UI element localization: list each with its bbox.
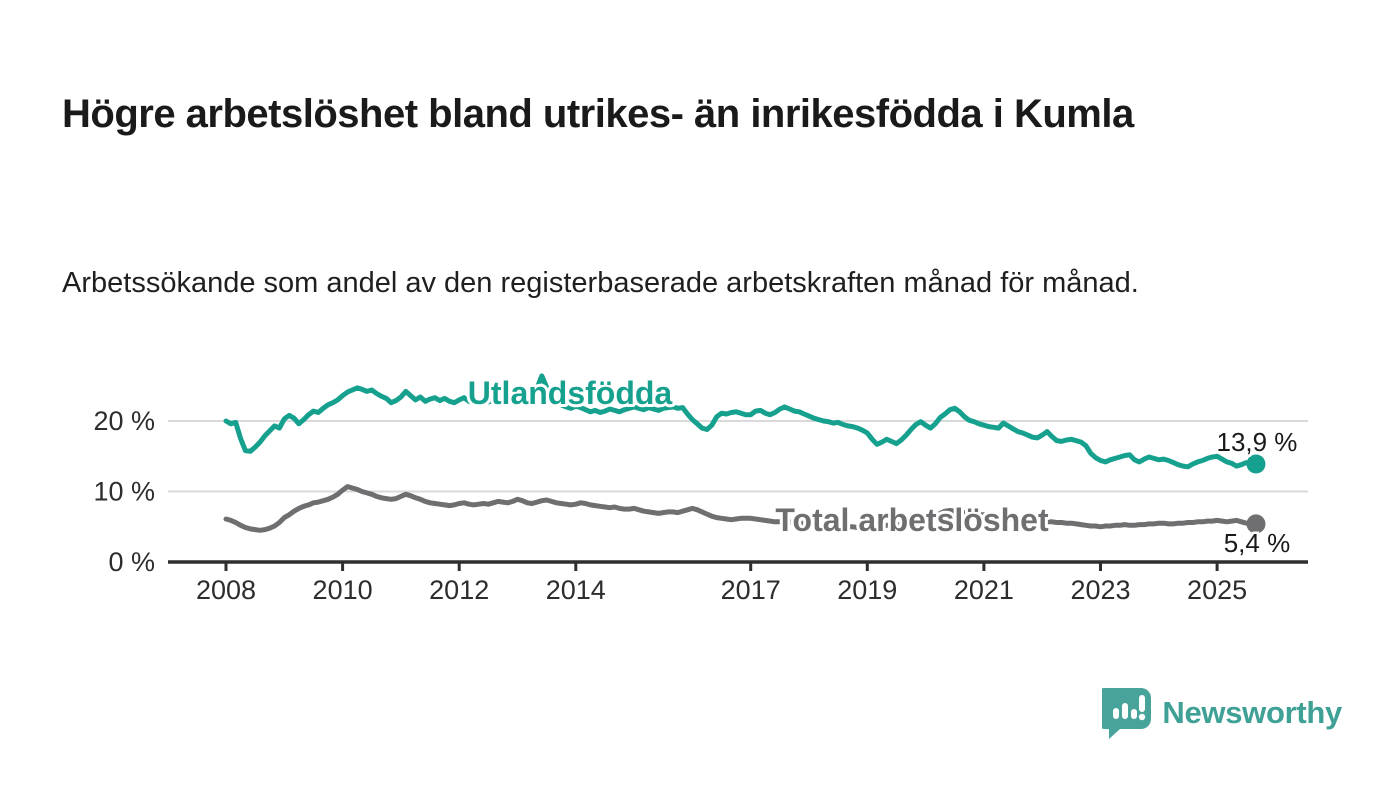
series-labels: Utlandsfödda Total arbetslöshet xyxy=(465,372,1052,541)
end-value-Utlandsfödda: 13,9 % xyxy=(1216,427,1297,457)
bar-icon-3 xyxy=(1131,709,1138,719)
bar-icon-2 xyxy=(1122,703,1129,719)
series-label-Total arbetslöshet: Total arbetslöshet xyxy=(775,502,1049,538)
brand-name: Newsworthy xyxy=(1162,695,1342,730)
x-tick-label-2012: 2012 xyxy=(429,575,489,605)
line-Total arbetslöshet xyxy=(223,484,1259,533)
series-lines xyxy=(223,373,1259,533)
y-tick-label-10: 10 % xyxy=(93,477,155,507)
end-value-Total arbetslöshet: 5,4 % xyxy=(1224,528,1291,558)
x-tick-label-2008: 2008 xyxy=(196,575,256,605)
line-Utlandsfödda xyxy=(223,373,1259,470)
exclamation-dot-icon xyxy=(1139,713,1146,721)
x-tick-label-2019: 2019 xyxy=(837,575,897,605)
series-end-dots xyxy=(1246,454,1266,534)
bar-icon-1 xyxy=(1113,708,1120,719)
page-subtitle: Arbetssökande som andel av den registerb… xyxy=(62,267,1139,299)
x-tick-label-2014: 2014 xyxy=(546,575,606,605)
x-tick-label-2023: 2023 xyxy=(1070,575,1130,605)
x-tick-label-2021: 2021 xyxy=(954,575,1014,605)
y-tick-label-0: 0 % xyxy=(108,547,155,577)
gridlines xyxy=(168,420,1308,493)
x-tick-label-2025: 2025 xyxy=(1187,575,1247,605)
page-title: Högre arbetslöshet bland utrikes- än inr… xyxy=(62,91,1134,136)
series-label-Utlandsfödda: Utlandsfödda xyxy=(468,375,673,411)
end-dot-Utlandsfödda xyxy=(1246,454,1266,474)
y-axis-labels: 0 % 10 % 20 % xyxy=(93,406,155,577)
exclamation-bar-icon xyxy=(1139,695,1146,712)
newsworthy-branding: Newsworthy xyxy=(1102,687,1342,739)
end-dot-Total arbetslöshet xyxy=(1246,514,1266,534)
x-tick-label-2010: 2010 xyxy=(313,575,373,605)
x-tick-label-2017: 2017 xyxy=(721,575,781,605)
y-tick-label-20: 20 % xyxy=(93,406,155,436)
end-value-labels: 13,9 % 5,4 % xyxy=(1214,425,1300,561)
newsworthy-logo-icon xyxy=(1102,688,1152,739)
x-axis: 2008 2010 2012 2014 2017 2019 2021 2023 2025 xyxy=(168,560,1308,605)
